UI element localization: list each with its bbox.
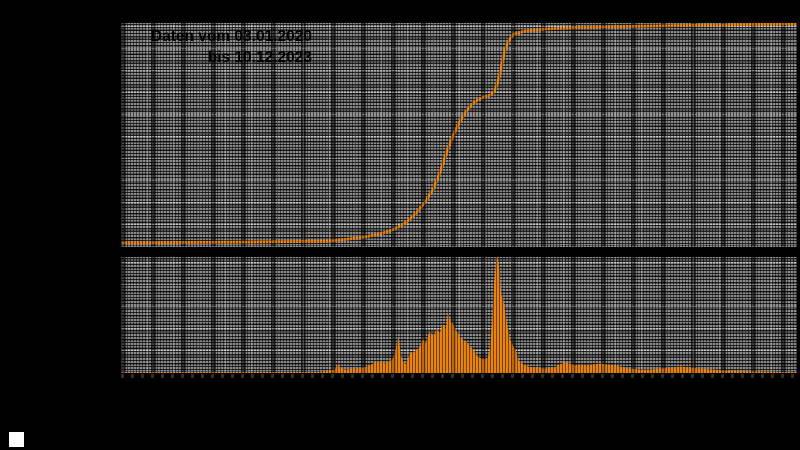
chart-title-line-2: bis 10.12.2023 xyxy=(207,49,312,66)
x-axis-ticks xyxy=(121,374,797,378)
chart-title: Daten vom 03.01.2020 bis 10.12.2023 xyxy=(121,26,312,68)
daily-bars-plot xyxy=(121,257,797,373)
upper-chart-panel: Daten vom 03.01.2020 bis 10.12.2023 xyxy=(121,23,797,247)
chart-title-line-1: Daten vom 03.01.2020 xyxy=(150,28,312,45)
legend-swatch xyxy=(9,432,24,447)
lower-chart-panel xyxy=(121,257,797,373)
